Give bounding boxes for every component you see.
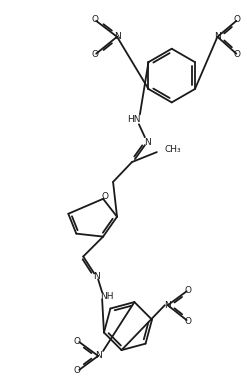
Text: O: O: [92, 15, 99, 24]
Text: NH: NH: [100, 292, 114, 301]
Text: N: N: [114, 32, 121, 41]
Text: N: N: [95, 352, 102, 361]
Text: O: O: [74, 337, 81, 346]
Text: N: N: [144, 138, 151, 147]
Text: N: N: [93, 272, 100, 281]
Text: O: O: [74, 366, 81, 375]
Text: O: O: [184, 317, 191, 326]
Text: O: O: [234, 50, 241, 59]
Text: O: O: [102, 193, 109, 201]
Text: N: N: [214, 32, 221, 41]
Text: O: O: [184, 286, 191, 295]
Text: CH₃: CH₃: [165, 145, 181, 154]
Text: O: O: [234, 15, 241, 24]
Text: N: N: [164, 301, 171, 310]
Text: HN: HN: [127, 115, 141, 124]
Text: O: O: [92, 50, 99, 59]
